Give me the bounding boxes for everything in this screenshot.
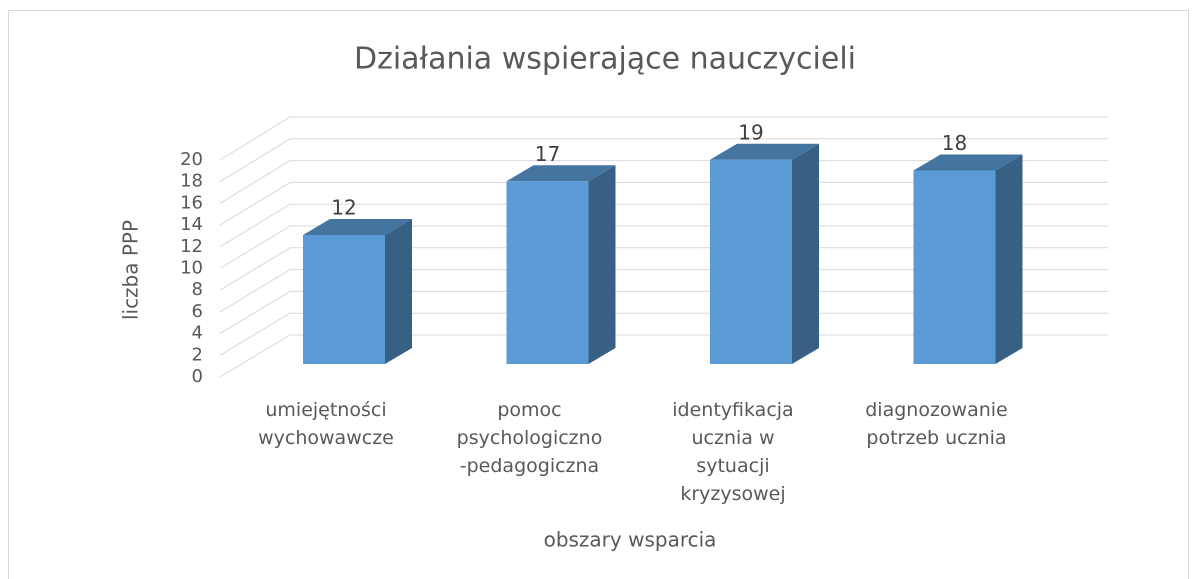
bar [303, 219, 412, 364]
bar-top [303, 219, 412, 235]
grid-line [219, 203, 1108, 248]
bar [506, 165, 616, 364]
grid-line [219, 116, 1108, 161]
x-tick-label-line: ucznia w [691, 427, 774, 449]
grid-line [219, 138, 1108, 183]
data-label: 19 [738, 120, 763, 144]
y-tick-label: 12 [180, 236, 203, 257]
grid-line [219, 290, 1108, 335]
y-tick-label: 14 [180, 214, 203, 235]
x-tick-label-line: kryzysowej [680, 483, 785, 505]
x-axis-title: obszary wsparcia [544, 528, 717, 552]
x-tick-label-line: identyfikacja [672, 399, 793, 421]
y-tick-label: 0 [192, 366, 203, 387]
grid-line [219, 181, 1108, 226]
bar-side [385, 219, 412, 364]
bar-front [303, 235, 385, 364]
x-tick-label: identyfikacja ucznia w sytuacji kryzysowej [672, 399, 793, 505]
y-tick-label: 20 [180, 149, 203, 170]
x-tick-label: diagnozowanie potrzeb ucznia [865, 399, 1008, 449]
x-tick-label-line: diagnozowanie [865, 399, 1008, 421]
x-tick-label-line: sytuacji [696, 455, 769, 477]
chart-title: Działania wspierające nauczycieli [354, 42, 856, 77]
data-label: 12 [331, 196, 356, 220]
grid-line [219, 160, 1108, 204]
x-tick-label: pomoc psychologiczno -pedagogiczna [457, 399, 603, 477]
grid-line [219, 334, 1108, 378]
bar [913, 154, 1023, 364]
bar-top [710, 143, 819, 160]
bar-top [506, 165, 616, 182]
bar-side [995, 154, 1023, 364]
bar-front [710, 159, 792, 364]
bar-side [588, 165, 616, 364]
x-tick-label: umiejętności wychowawcze [258, 399, 394, 449]
y-tick-label: 8 [192, 279, 203, 300]
bar-top [913, 154, 1023, 171]
y-tick-label: 18 [180, 171, 203, 192]
bar [710, 143, 819, 364]
data-label: 18 [942, 131, 967, 155]
x-tick-label-line: -pedagogiczna [460, 455, 599, 477]
x-tick-label-line: psychologiczno [457, 427, 603, 449]
y-axis-title: liczba PPP [119, 220, 143, 320]
y-tick-label: 6 [192, 301, 203, 322]
bar-front [913, 170, 996, 364]
data-label: 17 [535, 142, 560, 166]
x-tick-label-line: pomoc [497, 399, 561, 421]
bar-front [506, 181, 589, 364]
x-tick-label-line: wychowawcze [258, 427, 394, 449]
grid-line [219, 312, 1108, 356]
x-tick-label-line: umiejętności [265, 399, 386, 421]
x-tick-label-line: potrzeb ucznia [866, 427, 1006, 449]
grid-line [219, 225, 1108, 269]
y-tick-label: 10 [180, 258, 203, 279]
grid-line [219, 269, 1108, 313]
y-tick-label: 2 [192, 344, 203, 365]
y-tick-label: 4 [192, 323, 203, 344]
grid-line [219, 247, 1108, 291]
bar-side [792, 143, 819, 364]
y-tick-label: 16 [180, 192, 203, 213]
